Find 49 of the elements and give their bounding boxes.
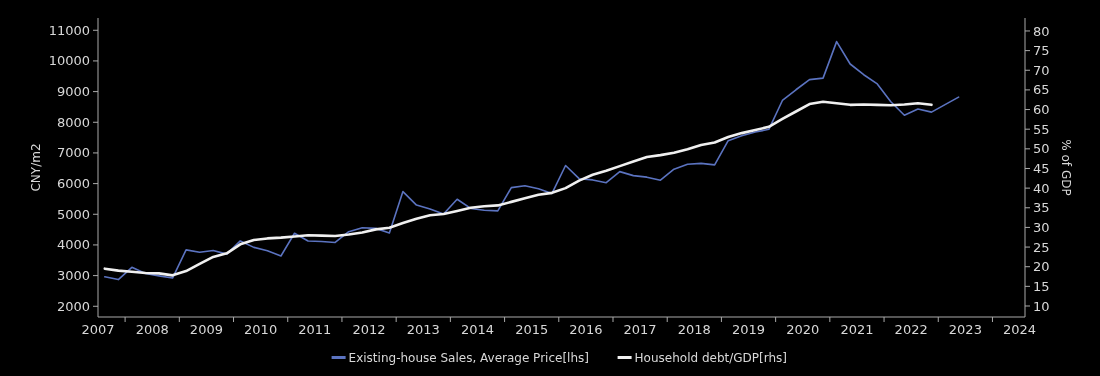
y2-tick-label: 15 (1033, 278, 1050, 294)
y-tick-label: 6000 (56, 176, 90, 192)
y-tick-label: 11000 (48, 22, 90, 38)
x-tick-label: 2022 (894, 322, 928, 337)
y2-tick-label: 50 (1033, 141, 1050, 157)
x-tick-label: 2010 (244, 322, 278, 337)
y2-tick-label: 60 (1033, 102, 1050, 118)
x-tick-label: 2019 (731, 322, 766, 337)
y-tick-label: 9000 (56, 84, 90, 100)
x-tick-label: 2021 (840, 322, 874, 337)
y-tick-label: 2000 (56, 298, 90, 314)
x-tick-label: 2023 (948, 322, 982, 337)
x-tick-label: 2020 (786, 322, 820, 337)
y2-tick-label: 30 (1033, 219, 1050, 235)
y-tick-label: 8000 (56, 114, 90, 130)
y2-tick-label: 75 (1033, 43, 1050, 59)
y-tick-label: 5000 (56, 206, 90, 222)
x-tick-label: 2009 (189, 322, 223, 337)
x-tick-label: 2007 (81, 322, 115, 337)
x-tick-label: 2014 (460, 322, 495, 337)
x-tick-label: 2024 (1003, 322, 1037, 337)
x-tick-label: 2016 (569, 322, 603, 337)
y-axis-title: CNY/m2 (29, 143, 43, 192)
x-tick-label: 2011 (298, 322, 332, 337)
x-tick-label: 2017 (623, 322, 657, 337)
y2-tick-label: 80 (1033, 23, 1050, 39)
x-tick-label: 2013 (406, 322, 440, 337)
x-tick-label: 2008 (135, 322, 169, 337)
y-tick-label: 7000 (56, 145, 90, 161)
y-tick-label: 10000 (48, 53, 90, 69)
x-tick-label: 2015 (515, 322, 549, 337)
y2-tick-label: 25 (1033, 239, 1050, 255)
y2-tick-label: 55 (1033, 121, 1050, 137)
y2-tick-label: 35 (1033, 200, 1050, 216)
y-tick-label: 3000 (56, 268, 90, 284)
y2-tick-label: 40 (1033, 180, 1050, 196)
x-tick-label: 2018 (677, 322, 711, 337)
line-series (103, 40, 960, 281)
y2-tick-label: 10 (1033, 298, 1050, 314)
y2-axis-title: % of GDP (1059, 139, 1073, 196)
y-tick-label: 4000 (56, 237, 90, 253)
y2-tick-label: 70 (1033, 62, 1050, 78)
line-series (103, 100, 933, 277)
y2-tick-label: 65 (1033, 82, 1050, 98)
legend-label: Existing-house Sales, Average Price[lhs] (348, 351, 589, 366)
legend-label: Household debt/GDP[rhs] (634, 351, 788, 366)
x-tick-label: 2012 (352, 322, 386, 337)
y2-tick-label: 20 (1033, 259, 1050, 275)
y2-tick-label: 45 (1033, 161, 1050, 177)
